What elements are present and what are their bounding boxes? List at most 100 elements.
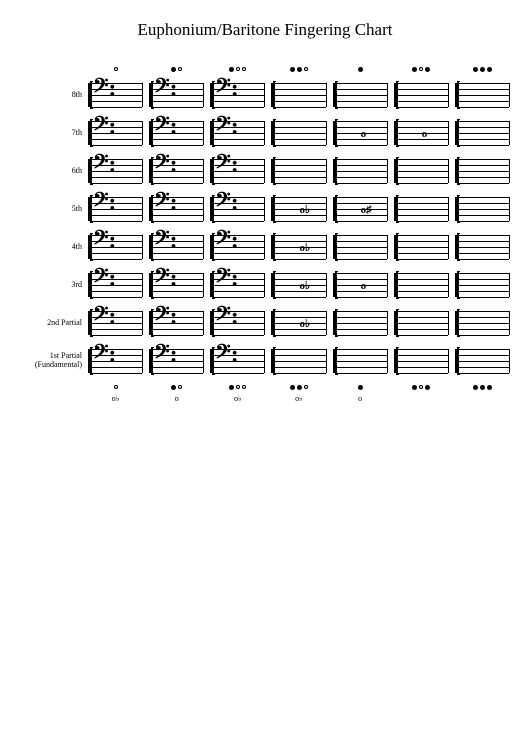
chart-cell: 𝄢: — [86, 114, 145, 152]
fingering-dots — [392, 380, 451, 394]
stave: 𝄢: — [149, 83, 204, 107]
staff-line — [457, 177, 509, 178]
stave — [394, 83, 449, 107]
stave: 𝄢: — [210, 197, 265, 221]
chart-cell: 𝄢: — [86, 76, 145, 114]
staff-line — [335, 273, 387, 274]
chart-cell: 𝄢: — [147, 114, 206, 152]
bass-clef-icon: 𝄢: — [93, 77, 116, 101]
staff-line — [212, 373, 264, 374]
stave: 𝄢: — [88, 349, 143, 373]
staff-line — [396, 349, 448, 350]
column-header — [331, 62, 390, 76]
valve-pressed-icon — [229, 385, 234, 390]
staff-line — [457, 95, 509, 96]
staff-line — [273, 311, 325, 312]
chart-cell: 𝄢: — [208, 342, 267, 380]
staff-line — [396, 367, 448, 368]
staff-line — [457, 259, 509, 260]
staff-line — [396, 121, 448, 122]
column-footer — [147, 380, 206, 394]
staff-line — [335, 373, 387, 374]
staff-line — [212, 259, 264, 260]
chart-cell: 𝄢: — [208, 152, 267, 190]
system-bracket — [273, 347, 276, 375]
partial-label: 5th — [18, 205, 86, 214]
staff-line — [457, 361, 509, 362]
chart-cell — [269, 342, 328, 380]
stave — [333, 311, 388, 335]
staff-line — [151, 373, 203, 374]
stave — [455, 349, 510, 373]
staff-line — [457, 209, 509, 210]
staff-line — [212, 183, 264, 184]
staff-line — [273, 349, 325, 350]
partial-row: 7th𝄢:𝄢:𝄢:oo — [18, 114, 512, 152]
chart-cell: 𝄢: — [208, 266, 267, 304]
fingering-dots — [208, 62, 267, 76]
stave: 𝄢: — [149, 311, 204, 335]
staff-line — [457, 235, 509, 236]
stave: o — [333, 121, 388, 145]
system-bracket — [335, 347, 338, 375]
staff-line — [151, 259, 203, 260]
staff-line — [396, 285, 448, 286]
staff-line — [273, 221, 325, 222]
chart-cell — [453, 304, 512, 342]
bass-clef-icon: 𝄢: — [215, 267, 238, 291]
stave — [271, 83, 326, 107]
system-bracket — [273, 309, 276, 337]
chart-cell — [392, 342, 451, 380]
valve-pressed-icon — [290, 385, 295, 390]
staff-line — [396, 159, 448, 160]
system-bracket — [273, 195, 276, 223]
staff-line — [396, 329, 448, 330]
stave — [394, 197, 449, 221]
staff-line — [335, 171, 387, 172]
partial-row: 4th𝄢:𝄢:𝄢:o♭ — [18, 228, 512, 266]
column-footer — [208, 380, 267, 394]
staff-line — [273, 177, 325, 178]
chart-cell: 𝄢: — [86, 190, 145, 228]
partial-label: 2nd Partial — [18, 319, 86, 328]
system-bracket — [457, 233, 460, 261]
staff-line — [90, 183, 142, 184]
system-bracket — [273, 233, 276, 261]
system-bracket — [396, 309, 399, 337]
system-bracket — [273, 271, 276, 299]
staff-line — [212, 107, 264, 108]
valve-open-icon — [242, 67, 246, 71]
note-glyph: o♭ — [299, 243, 310, 254]
chart-cell: o — [331, 114, 390, 152]
chart-cell — [269, 76, 328, 114]
stave: 𝄢: — [88, 235, 143, 259]
valve-open-icon — [236, 385, 240, 389]
staff-line — [151, 107, 203, 108]
note-glyph: o♯ — [361, 205, 372, 216]
staff-line — [335, 165, 387, 166]
stave: 𝄢: — [210, 273, 265, 297]
column-header — [269, 62, 328, 76]
staff-line — [335, 177, 387, 178]
staff-line — [90, 145, 142, 146]
stave — [455, 235, 510, 259]
stave: 𝄢: — [88, 197, 143, 221]
chart-cell: 𝄢: — [86, 228, 145, 266]
stave: 𝄢: — [149, 197, 204, 221]
stave — [394, 349, 449, 373]
staff-line — [335, 317, 387, 318]
chart-cell: 𝄢: — [208, 304, 267, 342]
staff-line — [396, 361, 448, 362]
staff-line — [151, 297, 203, 298]
stave: o♭ — [271, 311, 326, 335]
system-bracket — [396, 347, 399, 375]
chart-cell: 𝄢: — [147, 76, 206, 114]
page-container: Euphonium/Baritone Fingering Chart 8th𝄢:… — [0, 0, 530, 428]
staff-line — [457, 323, 509, 324]
staff-line — [457, 349, 509, 350]
staff-line — [396, 335, 448, 336]
stave: 𝄢: — [210, 311, 265, 335]
staff-line — [396, 323, 448, 324]
staff-line — [396, 197, 448, 198]
staff-line — [457, 159, 509, 160]
